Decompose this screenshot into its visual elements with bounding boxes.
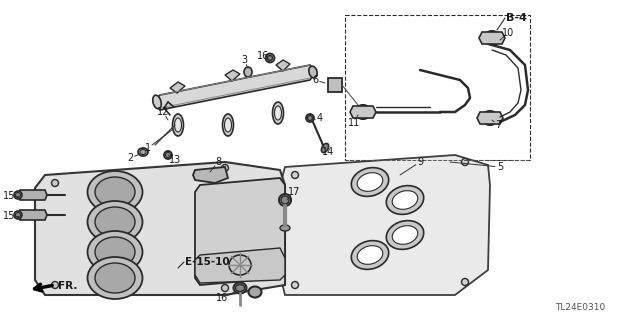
Text: 4: 4 [317, 113, 323, 123]
Polygon shape [195, 178, 285, 285]
Ellipse shape [275, 106, 282, 120]
Ellipse shape [482, 111, 498, 125]
Ellipse shape [244, 67, 252, 77]
Ellipse shape [14, 211, 22, 219]
Ellipse shape [291, 172, 298, 179]
Ellipse shape [164, 151, 172, 159]
Polygon shape [18, 190, 47, 200]
Ellipse shape [88, 201, 143, 243]
Ellipse shape [461, 159, 468, 166]
Text: FR.: FR. [58, 281, 77, 291]
Polygon shape [225, 70, 240, 81]
Polygon shape [328, 78, 342, 92]
Ellipse shape [387, 221, 424, 249]
Ellipse shape [51, 281, 58, 288]
Polygon shape [170, 82, 185, 93]
Ellipse shape [279, 194, 291, 206]
Ellipse shape [355, 105, 371, 119]
Polygon shape [350, 106, 376, 118]
Ellipse shape [221, 285, 228, 292]
Ellipse shape [153, 95, 161, 109]
Text: 5: 5 [497, 162, 503, 172]
Text: 1: 1 [145, 143, 151, 153]
Text: 13: 13 [169, 155, 181, 165]
Ellipse shape [88, 257, 143, 299]
Polygon shape [18, 210, 47, 220]
Ellipse shape [234, 283, 246, 293]
Polygon shape [155, 65, 315, 110]
Ellipse shape [88, 171, 143, 213]
Ellipse shape [51, 180, 58, 187]
Ellipse shape [95, 263, 135, 293]
Ellipse shape [223, 114, 234, 136]
Text: 2: 2 [127, 153, 133, 163]
Ellipse shape [281, 196, 289, 204]
Ellipse shape [225, 118, 232, 132]
Text: 7: 7 [495, 120, 501, 130]
Polygon shape [280, 155, 490, 295]
Bar [345, 15, 530, 160]
Text: 6: 6 [312, 75, 318, 85]
Ellipse shape [306, 114, 314, 122]
Ellipse shape [175, 118, 182, 132]
Ellipse shape [138, 148, 148, 156]
Ellipse shape [358, 108, 368, 116]
Ellipse shape [266, 54, 275, 63]
Ellipse shape [268, 56, 273, 61]
Text: 10: 10 [502, 28, 514, 38]
Ellipse shape [387, 186, 424, 214]
Text: E-15-10: E-15-10 [185, 257, 230, 267]
Ellipse shape [351, 241, 388, 269]
Ellipse shape [15, 192, 20, 197]
Polygon shape [35, 162, 285, 295]
Ellipse shape [461, 278, 468, 286]
Ellipse shape [321, 144, 328, 152]
Ellipse shape [484, 31, 500, 45]
Ellipse shape [221, 165, 228, 172]
Ellipse shape [15, 212, 20, 218]
Text: 8: 8 [215, 157, 221, 167]
Text: 15: 15 [3, 191, 15, 201]
Ellipse shape [273, 102, 284, 124]
Ellipse shape [95, 177, 135, 207]
Polygon shape [477, 112, 503, 124]
Ellipse shape [392, 191, 418, 209]
Ellipse shape [309, 66, 317, 78]
Ellipse shape [248, 286, 262, 298]
Ellipse shape [291, 281, 298, 288]
Ellipse shape [236, 285, 244, 292]
Text: 11: 11 [348, 118, 360, 128]
Ellipse shape [95, 237, 135, 267]
Text: 12: 12 [157, 107, 169, 117]
Ellipse shape [166, 152, 170, 158]
Ellipse shape [351, 167, 388, 197]
Ellipse shape [392, 226, 418, 244]
Text: 14: 14 [322, 147, 334, 157]
Ellipse shape [307, 115, 312, 121]
Ellipse shape [140, 150, 146, 154]
Ellipse shape [280, 225, 290, 231]
Text: 15: 15 [3, 211, 15, 221]
Ellipse shape [95, 207, 135, 237]
Text: B-4: B-4 [506, 13, 527, 23]
Text: 9: 9 [417, 157, 423, 167]
Ellipse shape [357, 173, 383, 191]
Polygon shape [479, 32, 505, 44]
Ellipse shape [173, 114, 184, 136]
Ellipse shape [485, 114, 495, 122]
Ellipse shape [357, 246, 383, 264]
Text: 17: 17 [288, 187, 300, 197]
Polygon shape [276, 60, 290, 71]
Ellipse shape [487, 33, 497, 42]
Text: 3: 3 [241, 55, 247, 65]
Ellipse shape [88, 231, 143, 273]
Polygon shape [195, 248, 285, 283]
Ellipse shape [14, 191, 22, 199]
Text: 16: 16 [257, 51, 269, 61]
Polygon shape [193, 167, 228, 183]
Text: 16: 16 [216, 293, 228, 303]
Text: TL24E0310: TL24E0310 [555, 303, 605, 313]
